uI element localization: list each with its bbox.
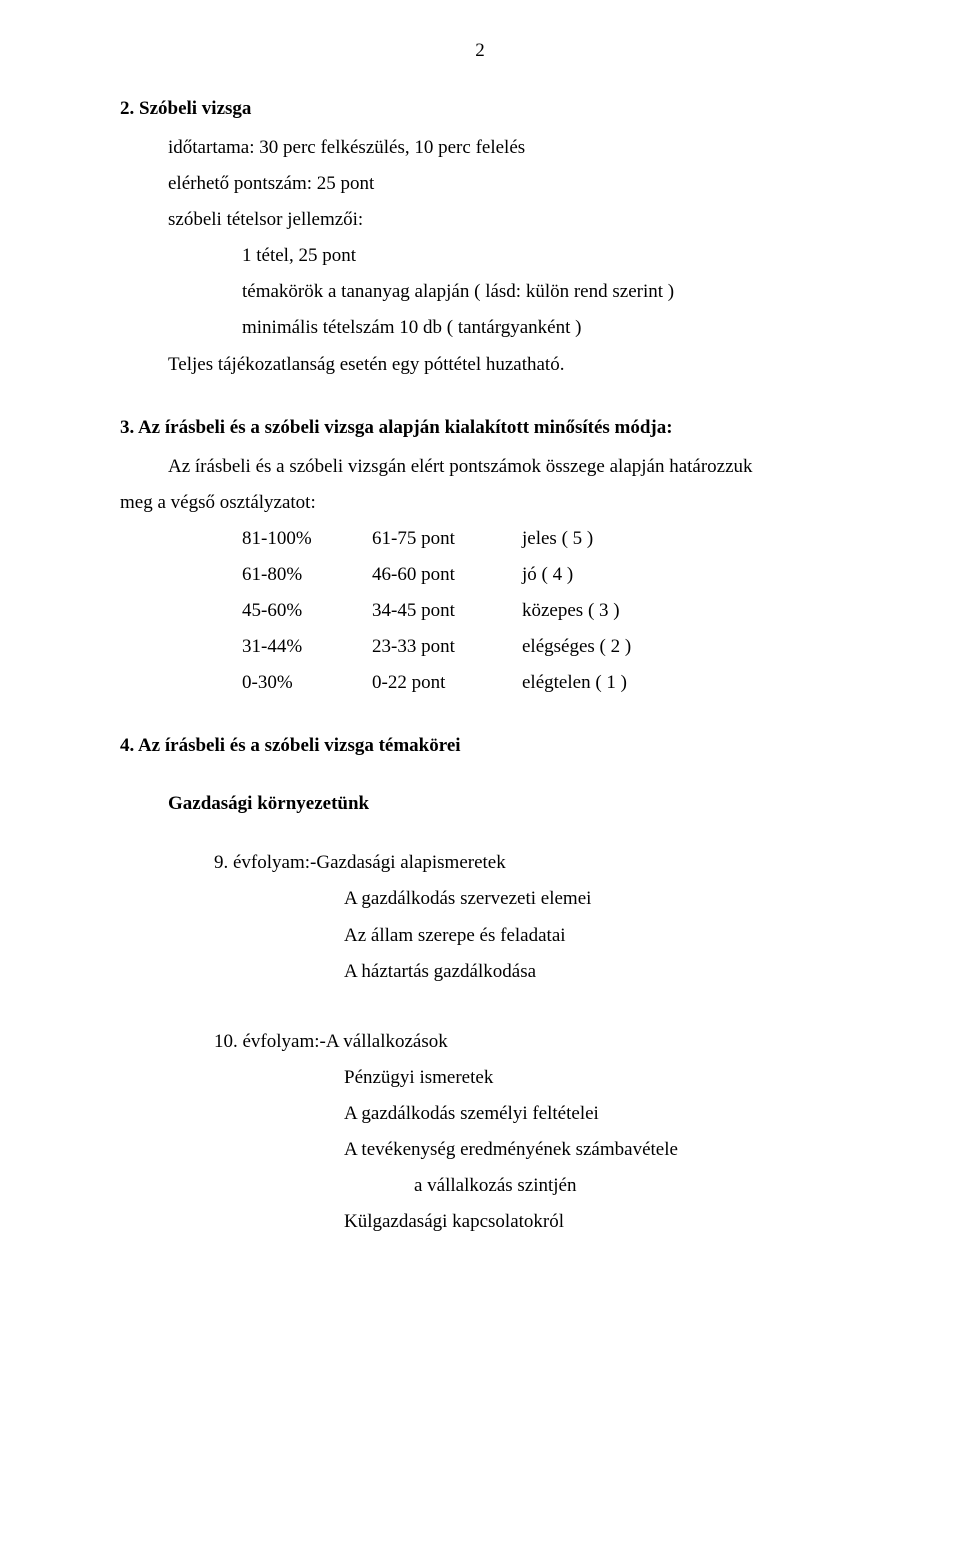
topic-10-item: A tevékenység eredményének számbavétele (214, 1132, 840, 1168)
topic-10-item: Pénzügyi ismeretek (214, 1060, 840, 1096)
document-page: 2 2. Szóbeli vizsga időtartama: 30 perc … (0, 0, 960, 1563)
topic-9-item: A háztartás gazdálkodása (214, 954, 840, 990)
topic-10-title: 10. évfolyam:-A vállalkozások (214, 1024, 840, 1060)
topic-10-item: Külgazdasági kapcsolatokról (214, 1204, 840, 1240)
topic-10-item-sub: a vállalkozás szintjén (214, 1168, 840, 1204)
section2-line4: 1 tétel, 25 pont (120, 238, 840, 274)
grade-name: elégtelen ( 1 ) (522, 665, 840, 701)
grade-table: 81-100% 61-75 pont jeles ( 5 ) 61-80% 46… (120, 521, 840, 701)
grade-row: 81-100% 61-75 pont jeles ( 5 ) (242, 521, 840, 557)
section4-title: 4. Az írásbeli és a szóbeli vizsga témak… (120, 735, 840, 757)
topic-9-title: 9. évfolyam:-Gazdasági alapismeretek (214, 845, 840, 881)
grade-row: 61-80% 46-60 pont jó ( 4 ) (242, 557, 840, 593)
section3-title: 3. Az írásbeli és a szóbeli vizsga alapj… (120, 417, 840, 439)
section2-title: 2. Szóbeli vizsga (120, 98, 840, 120)
topic-10-item: A gazdálkodás személyi feltételei (214, 1096, 840, 1132)
section2-line5: témakörök a tananyag alapján ( lásd: kül… (120, 274, 840, 310)
section3-lead1: Az írásbeli és a szóbeli vizsgán elért p… (120, 449, 840, 485)
section2-line2: elérhető pontszám: 25 pont (120, 166, 840, 202)
section2-line7: Teljes tájékozatlanság esetén egy póttét… (120, 347, 840, 383)
topic-9-item: Az állam szerepe és feladatai (214, 918, 840, 954)
grade-row: 0-30% 0-22 pont elégtelen ( 1 ) (242, 665, 840, 701)
section2-line3: szóbeli tételsor jellemzői: (120, 202, 840, 238)
section2-line1: időtartama: 30 perc felkészülés, 10 perc… (120, 130, 840, 166)
topics-block-10: 10. évfolyam:-A vállalkozások Pénzügyi i… (120, 1024, 840, 1241)
grade-name: jó ( 4 ) (522, 557, 840, 593)
grade-pct: 0-30% (242, 665, 372, 701)
grade-pts: 34-45 pont (372, 593, 522, 629)
grade-pts: 46-60 pont (372, 557, 522, 593)
grade-name: elégséges ( 2 ) (522, 629, 840, 665)
topic-9-item: A gazdálkodás szervezeti elemei (214, 881, 840, 917)
grade-row: 31-44% 23-33 pont elégséges ( 2 ) (242, 629, 840, 665)
grade-name: jeles ( 5 ) (522, 521, 840, 557)
section2-line6: minimális tételszám 10 db ( tantárgyanké… (120, 310, 840, 346)
grade-pct: 61-80% (242, 557, 372, 593)
grade-name: közepes ( 3 ) (522, 593, 840, 629)
grade-pct: 81-100% (242, 521, 372, 557)
section3: 3. Az írásbeli és a szóbeli vizsga alapj… (120, 417, 840, 702)
grade-row: 45-60% 34-45 pont közepes ( 3 ) (242, 593, 840, 629)
grade-pts: 61-75 pont (372, 521, 522, 557)
grade-pct: 31-44% (242, 629, 372, 665)
page-number: 2 (120, 40, 840, 62)
grade-pts: 0-22 pont (372, 665, 522, 701)
section3-lead2: meg a végső osztályzatot: (120, 485, 840, 521)
grade-pts: 23-33 pont (372, 629, 522, 665)
grade-pct: 45-60% (242, 593, 372, 629)
topics-block-9: 9. évfolyam:-Gazdasági alapismeretek A g… (120, 845, 840, 989)
section4-group-title: Gazdasági környezetünk (120, 793, 840, 815)
